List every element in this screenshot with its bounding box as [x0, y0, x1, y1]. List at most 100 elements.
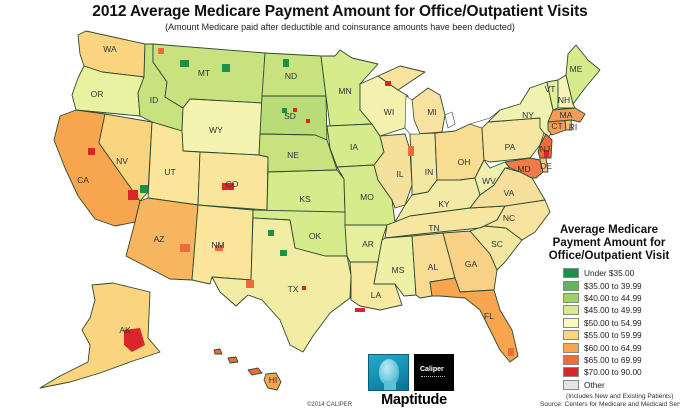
- state-ks[interactable]: [266, 169, 346, 213]
- legend-item: $65.00 to 69.99: [563, 354, 680, 366]
- head-shape: [379, 359, 399, 385]
- label-wv: WV: [482, 176, 496, 186]
- label-co: CO: [226, 179, 239, 189]
- state-me[interactable]: [565, 44, 601, 105]
- label-mo: MO: [360, 192, 374, 202]
- legend-label: Other: [584, 379, 605, 390]
- legend-item: $70.00 to 90.00: [563, 366, 680, 378]
- state-fl[interactable]: [429, 277, 519, 363]
- copyright-text: ©2014 CALIPER: [307, 402, 353, 408]
- label-hi: HI: [269, 375, 278, 385]
- neck-shape: [384, 381, 396, 390]
- head-globe-icon: [368, 354, 409, 391]
- label-ms: MS: [392, 265, 405, 275]
- legend-swatch: [563, 268, 579, 279]
- state-labels: WA OR CA ID NV MT WY UT AZ CO NM ND SD N…: [77, 44, 583, 385]
- label-ny: NY: [522, 110, 534, 120]
- legend-label: $55.00 to 59.99: [584, 330, 642, 341]
- legend-title: Average Medicare Payment Amount for Offi…: [548, 224, 670, 263]
- map-subtitle: (Amount Medicare paid after deductible a…: [165, 22, 515, 32]
- state-il[interactable]: [373, 133, 413, 209]
- legend-swatch: [563, 379, 579, 390]
- label-ca: CA: [77, 175, 89, 185]
- legend-label: Under $35.00: [584, 268, 635, 279]
- label-ia: IA: [350, 142, 358, 152]
- state-pa[interactable]: [481, 117, 546, 163]
- state-oh[interactable]: [434, 123, 485, 181]
- maptitude-logo: Caliper Maptitude: [368, 354, 460, 412]
- legend-swatch: [563, 280, 579, 291]
- state-nh[interactable]: [557, 74, 576, 109]
- map-title: 2012 Average Medicare Payment Amount for…: [92, 3, 588, 20]
- label-id: ID: [150, 95, 159, 105]
- legend-item: $55.00 to 59.99: [563, 329, 680, 341]
- label-ks: KS: [299, 194, 311, 204]
- legend-title-line2: Payment Amount for: [552, 237, 666, 249]
- label-ky: KY: [438, 199, 450, 209]
- label-ga: GA: [465, 259, 478, 269]
- label-in: IN: [425, 167, 434, 177]
- label-pa: PA: [505, 142, 516, 152]
- label-me: ME: [570, 64, 583, 74]
- label-mi: MI: [427, 107, 436, 117]
- state-nv[interactable]: [98, 113, 153, 202]
- legend-title-line3: Office/Outpatient Visit: [548, 250, 670, 262]
- label-sc: SC: [491, 239, 503, 249]
- label-nd: ND: [285, 71, 297, 81]
- label-or: OR: [91, 89, 104, 99]
- maptitude-wordmark: Maptitude: [381, 392, 447, 408]
- state-hi[interactable]: [263, 372, 282, 391]
- state-md[interactable]: [504, 157, 544, 179]
- label-wi: WI: [384, 107, 394, 117]
- legend-label: $70.00 to 90.00: [584, 367, 642, 378]
- state-ak[interactable]: [39, 282, 161, 389]
- map-legend: Average Medicare Payment Amount for Offi…: [540, 224, 680, 408]
- legend-item: Other: [563, 379, 680, 391]
- label-ak: AK: [119, 325, 131, 335]
- label-fl: FL: [484, 311, 494, 321]
- label-oh: OH: [458, 157, 471, 167]
- label-ri: RI: [569, 122, 578, 132]
- label-sd: SD: [284, 111, 296, 121]
- label-nv: NV: [116, 156, 128, 166]
- label-tx: TX: [288, 284, 299, 294]
- legend-swatch: [563, 305, 579, 316]
- label-ok: OK: [309, 231, 322, 241]
- label-nh: NH: [558, 95, 570, 105]
- legend-label: $50.00 to 54.99: [584, 317, 642, 328]
- label-nm: NM: [211, 240, 224, 250]
- legend-label: $65.00 to 69.99: [584, 354, 642, 365]
- caliper-logo: Caliper: [414, 354, 454, 391]
- legend-note: (Includes New and Existing Patients): [566, 392, 674, 400]
- legend-item: Under $35.00: [563, 267, 680, 279]
- label-ma: MA: [560, 110, 573, 120]
- legend-label: $40.00 to 44.99: [584, 292, 642, 303]
- label-va: VA: [504, 188, 515, 198]
- state-hi-islands[interactable]: [213, 348, 263, 376]
- legend-swatch: [563, 317, 579, 328]
- legend-swatch: [563, 342, 579, 353]
- label-ut: UT: [164, 167, 175, 177]
- legend-item: $45.00 to 49.99: [563, 304, 680, 316]
- label-tn: TN: [428, 223, 439, 233]
- label-mn: MN: [338, 86, 351, 96]
- legend-swatch: [563, 367, 579, 378]
- legend-swatch: [563, 354, 579, 365]
- caliper-logo-text: Caliper: [420, 366, 444, 373]
- great-lakes: [404, 95, 501, 135]
- legend-title-line1: Average Medicare: [559, 224, 658, 236]
- state-nc[interactable]: [479, 199, 551, 241]
- state-tx[interactable]: [211, 217, 352, 353]
- legend-item: $40.00 to 44.99: [563, 292, 680, 304]
- label-il: IL: [396, 169, 403, 179]
- caliper-ruler-icon: [421, 376, 445, 378]
- label-wa: WA: [103, 44, 117, 54]
- legend-label: $35.00 to 39.99: [584, 280, 642, 291]
- label-nj: NJ: [540, 144, 550, 154]
- label-ne: NE: [287, 150, 299, 160]
- legend-label: $45.00 to 49.99: [584, 305, 642, 316]
- legend-item: $60.00 to 64.99: [563, 341, 680, 353]
- label-nc: NC: [503, 213, 515, 223]
- label-la: LA: [371, 290, 382, 300]
